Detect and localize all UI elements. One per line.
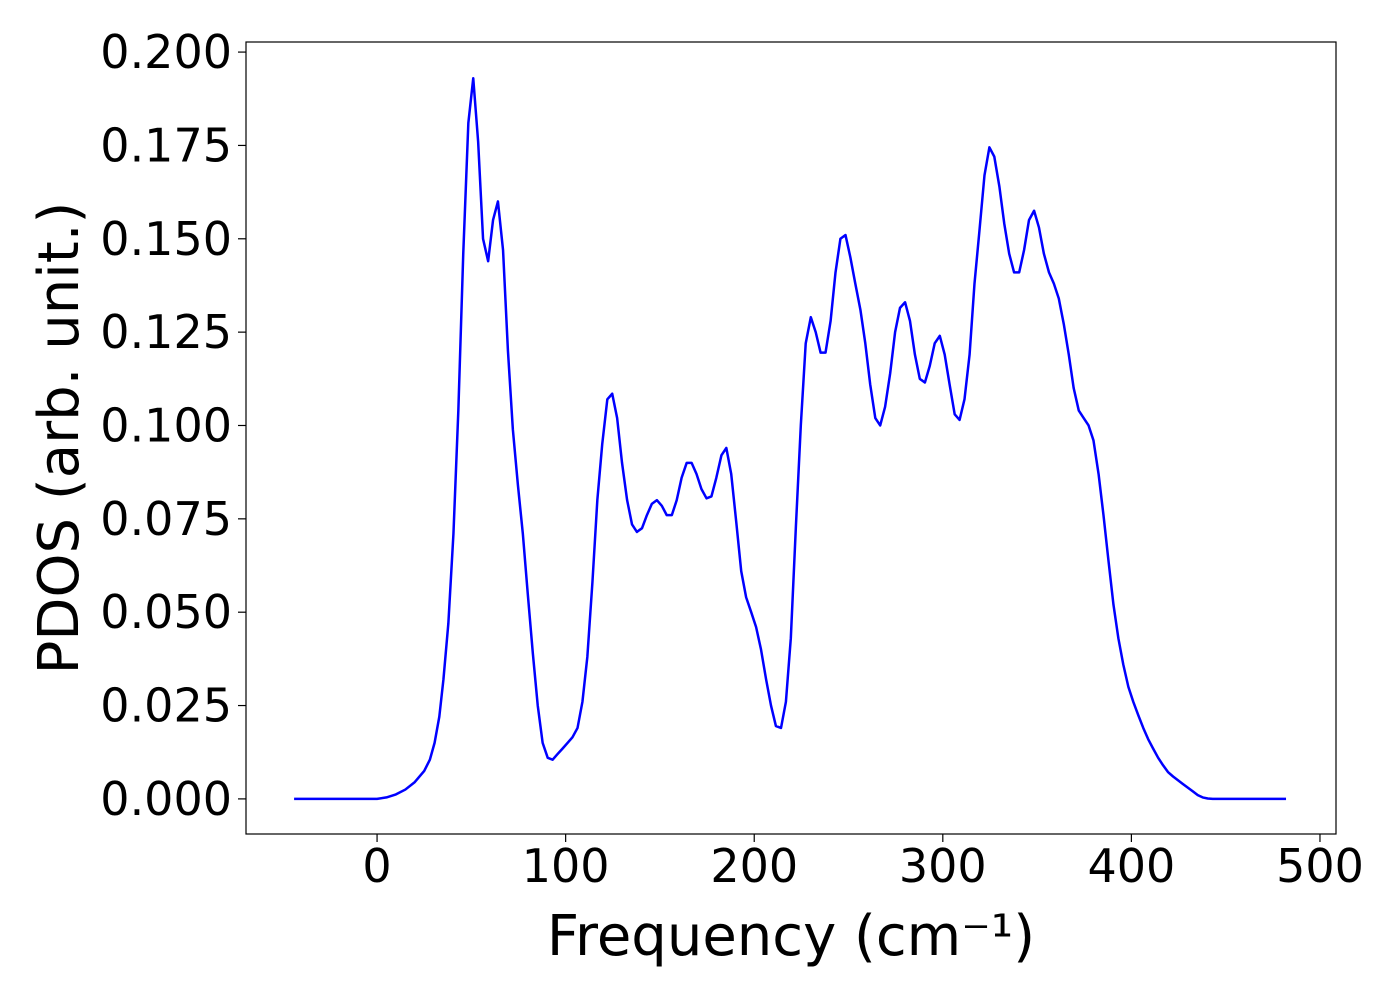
x-tick-label: 400	[1087, 839, 1175, 893]
y-tick-label: 0.125	[100, 305, 232, 359]
y-tick-label: 0.075	[100, 492, 232, 546]
y-tick-label: 0.050	[100, 585, 232, 639]
y-tick-label: 0.150	[100, 212, 232, 266]
y-axis-label: PDOS (arb. unit.)	[27, 202, 92, 675]
series-line	[294, 76, 1287, 801]
plot-frame	[245, 41, 1337, 835]
x-tick-label: 0	[362, 839, 391, 893]
y-tick-label: 0.025	[100, 679, 232, 733]
y-tick-label: 0.100	[100, 398, 232, 452]
x-tick-label: 500	[1276, 839, 1364, 893]
x-tick-label: 200	[710, 839, 798, 893]
x-axis-label: Frequency (cm⁻¹)	[547, 904, 1035, 969]
y-tick-label: 0.000	[100, 772, 232, 826]
x-tick-label: 300	[899, 839, 987, 893]
y-tick-label: 0.200	[100, 25, 232, 79]
x-tick-label: 100	[522, 839, 610, 893]
y-tick-label: 0.175	[100, 118, 232, 172]
